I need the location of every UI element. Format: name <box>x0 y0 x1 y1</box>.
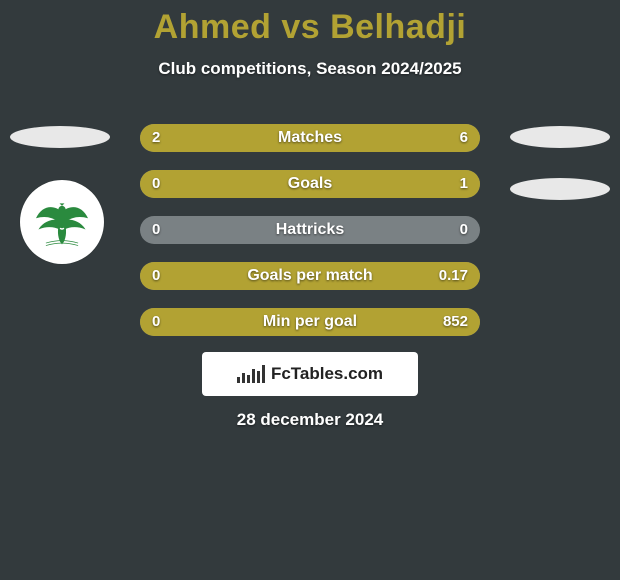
date-label: 28 december 2024 <box>0 410 620 430</box>
stat-row: 00Hattricks <box>140 216 480 244</box>
stat-label: Goals <box>140 170 480 198</box>
infographic-root: Ahmed vs Belhadji Club competitions, Sea… <box>0 0 620 580</box>
stat-label: Goals per match <box>140 262 480 290</box>
brand-text: FcTables.com <box>271 364 383 384</box>
stat-label: Hattricks <box>140 216 480 244</box>
stat-row: 01Goals <box>140 170 480 198</box>
player2-placeholder-oval-2 <box>510 178 610 200</box>
bar-chart-icon <box>237 365 265 383</box>
stat-row: 26Matches <box>140 124 480 152</box>
page-subtitle: Club competitions, Season 2024/2025 <box>0 59 620 79</box>
club-badge <box>20 180 104 264</box>
stats-container: 26Matches 01Goals 00Hattricks 00.17Goals pe… <box>140 124 480 354</box>
stat-label: Min per goal <box>140 308 480 336</box>
eagle-icon <box>31 191 93 253</box>
stat-label: Matches <box>140 124 480 152</box>
stat-row: 00.17Goals per match <box>140 262 480 290</box>
page-title: Ahmed vs Belhadji <box>0 0 620 47</box>
player1-placeholder-oval <box>10 126 110 148</box>
stat-row: 0852Min per goal <box>140 308 480 336</box>
player2-placeholder-oval-1 <box>510 126 610 148</box>
brand-watermark: FcTables.com <box>202 352 418 396</box>
